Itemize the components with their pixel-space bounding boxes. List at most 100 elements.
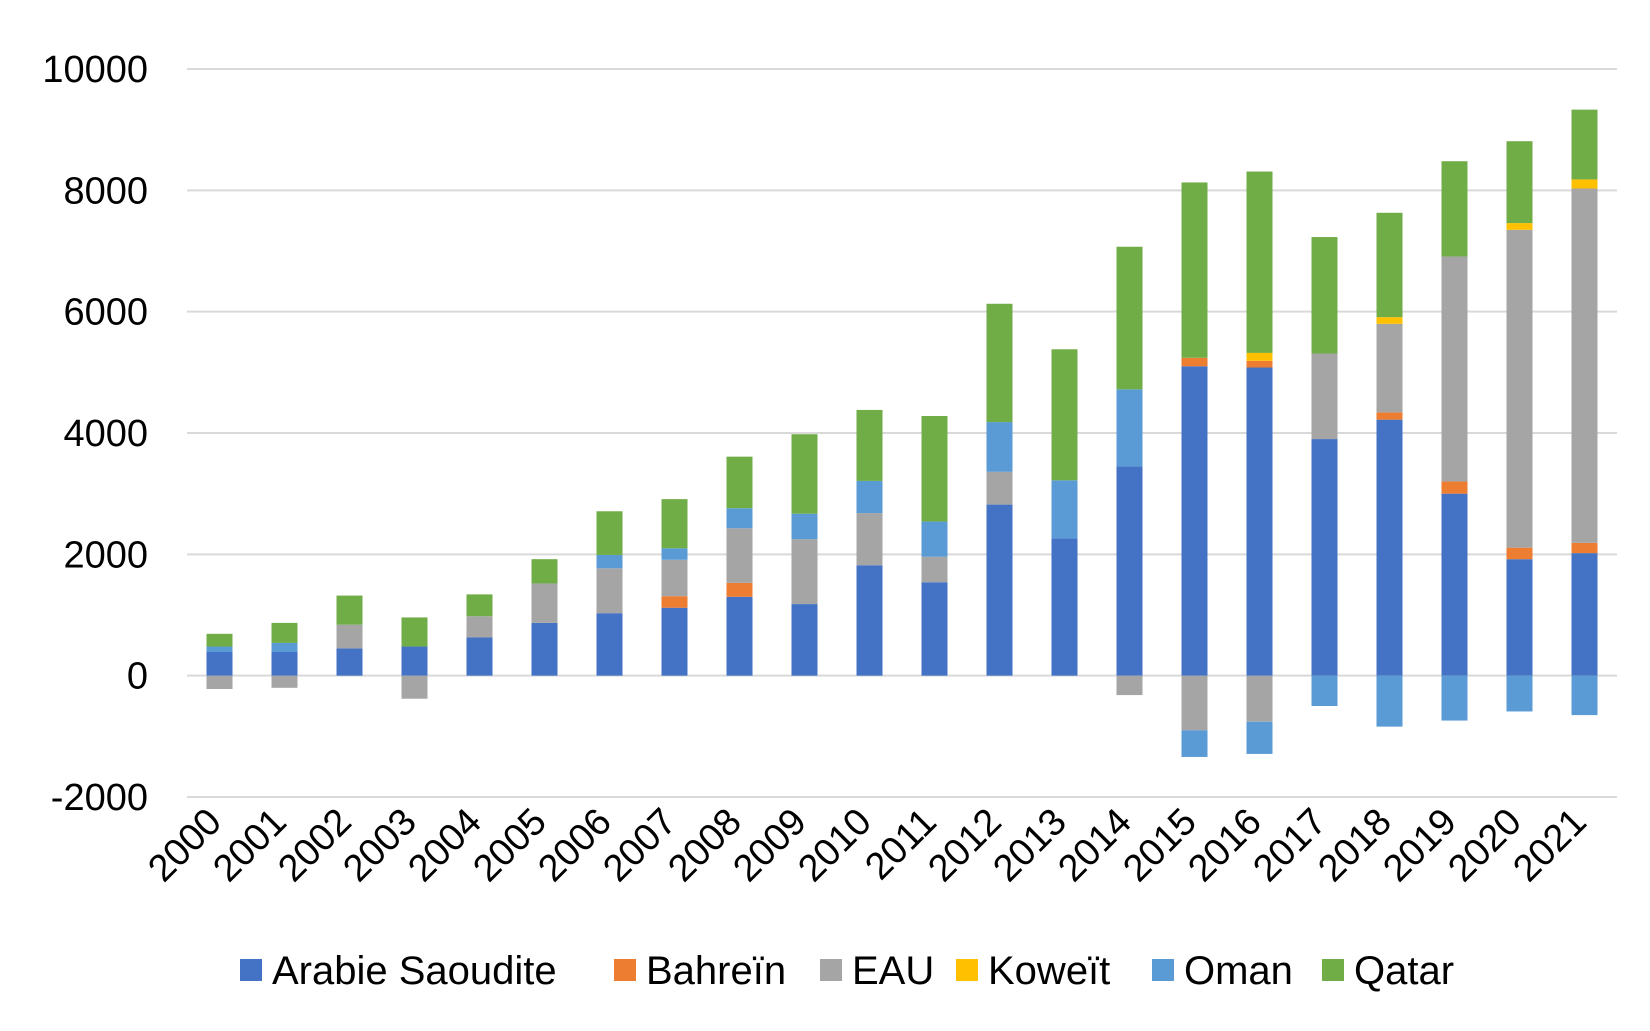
- x-tick-label: 2013: [985, 801, 1074, 890]
- x-tick-label: 2021: [1505, 801, 1594, 890]
- x-tick-label: 2003: [335, 801, 424, 890]
- bar-segment: [336, 595, 363, 625]
- bar-segment: [1116, 466, 1143, 676]
- y-tick-label: 6000: [63, 292, 148, 334]
- bar-segment: [1246, 721, 1273, 754]
- x-tick-label: 2014: [1050, 801, 1139, 890]
- legend-label: Qatar: [1354, 949, 1454, 993]
- bar-segment: [1441, 675, 1468, 721]
- legend-item: Qatar: [1322, 949, 1454, 993]
- bar-segment: [856, 513, 883, 566]
- x-tick-label: 2009: [725, 801, 814, 890]
- bar-segment: [271, 675, 298, 688]
- bar-segment: [1246, 360, 1273, 368]
- bar-segment: [1246, 171, 1273, 353]
- x-tick-label: 2005: [465, 801, 554, 890]
- bar-segment: [271, 622, 298, 643]
- bar-segment: [271, 642, 298, 653]
- bar-segment: [531, 583, 558, 623]
- bar-segment: [1376, 419, 1403, 676]
- bar-segment: [661, 548, 688, 560]
- bar-segment: [1116, 246, 1143, 390]
- y-tick-label: 8000: [63, 170, 148, 212]
- bar-segment: [206, 646, 233, 653]
- bar-segment: [726, 456, 753, 509]
- bar-segment: [466, 637, 493, 676]
- y-tick-label: 10000: [42, 49, 148, 91]
- bar-segment: [726, 582, 753, 597]
- legend-label: Koweït: [988, 949, 1110, 993]
- bar-segment: [1376, 317, 1403, 324]
- bar-segment: [596, 554, 623, 569]
- bar-segment: [206, 633, 233, 647]
- legend-item: EAU: [820, 949, 934, 993]
- bar-segment: [1441, 481, 1468, 494]
- bar-segment: [1051, 538, 1078, 676]
- bar-segment: [596, 568, 623, 614]
- bar-segment: [1506, 559, 1533, 676]
- bar-segment: [661, 596, 688, 608]
- bar-segment: [1246, 675, 1273, 722]
- bar-segment: [986, 504, 1013, 676]
- bar-segment: [661, 607, 688, 676]
- bar-segment: [1441, 256, 1468, 482]
- bar-segment: [1181, 366, 1208, 676]
- bar-segment: [1376, 675, 1403, 727]
- legend-item: Koweït: [956, 949, 1110, 993]
- bar-segment: [1441, 493, 1468, 676]
- bar-segment: [1311, 353, 1338, 440]
- bar-segment: [791, 513, 818, 540]
- y-axis: -2000 0 2000 4000 6000 8000 10000: [42, 49, 148, 819]
- bar-segment: [206, 652, 233, 676]
- x-tick-label: 2001: [205, 801, 294, 890]
- x-tick-label: 2004: [400, 801, 489, 890]
- bar-segment: [856, 409, 883, 481]
- bar-segment: [1506, 223, 1533, 230]
- bar-segment: [1311, 439, 1338, 676]
- x-tick-label: 2019: [1375, 801, 1464, 890]
- bar-segment: [531, 559, 558, 584]
- bar-segment: [1376, 212, 1403, 318]
- bar-segment: [1506, 229, 1533, 548]
- bar-segment: [1246, 367, 1273, 676]
- x-tick-label: 2020: [1440, 801, 1529, 890]
- bar-segment: [1181, 675, 1208, 731]
- bar-segment: [1311, 237, 1338, 354]
- x-tick-label: 2002: [270, 801, 359, 890]
- legend-item: Bahreïn: [614, 949, 786, 993]
- legend-item: Oman: [1152, 949, 1293, 993]
- legend-swatch: [956, 959, 978, 981]
- legend-label: Bahreïn: [646, 949, 786, 993]
- bar-segment: [986, 471, 1013, 505]
- bar-segment: [1571, 109, 1598, 180]
- bar-segment: [791, 604, 818, 676]
- bar-segment: [1506, 141, 1533, 224]
- legend-swatch: [1152, 959, 1174, 981]
- bar-segment: [921, 582, 948, 676]
- bar-segment: [1441, 161, 1468, 257]
- bar-segment: [1181, 182, 1208, 358]
- bar-segment: [661, 499, 688, 549]
- legend-swatch: [820, 959, 842, 981]
- y-tick-label: -2000: [51, 777, 148, 819]
- bar-segment: [1246, 352, 1273, 361]
- bar-segment: [466, 616, 493, 638]
- bar-segment: [1506, 547, 1533, 560]
- bar-segment: [1051, 349, 1078, 481]
- legend-label: Oman: [1184, 949, 1293, 993]
- bar-segment: [986, 303, 1013, 423]
- bar-segment: [271, 652, 298, 676]
- bars: [206, 109, 1598, 757]
- x-tick-label: 2016: [1180, 801, 1269, 890]
- x-tick-label: 2015: [1115, 801, 1204, 890]
- bar-segment: [1311, 675, 1338, 706]
- bar-segment: [726, 528, 753, 583]
- legend-swatch: [1322, 959, 1344, 981]
- legend-label: Arabie Saoudite: [272, 949, 557, 993]
- bar-segment: [1376, 412, 1403, 420]
- bar-segment: [726, 508, 753, 529]
- bar-segment: [1116, 389, 1143, 467]
- legend-swatch: [240, 959, 262, 981]
- x-tick-label: 2010: [790, 801, 879, 890]
- bar-segment: [791, 539, 818, 605]
